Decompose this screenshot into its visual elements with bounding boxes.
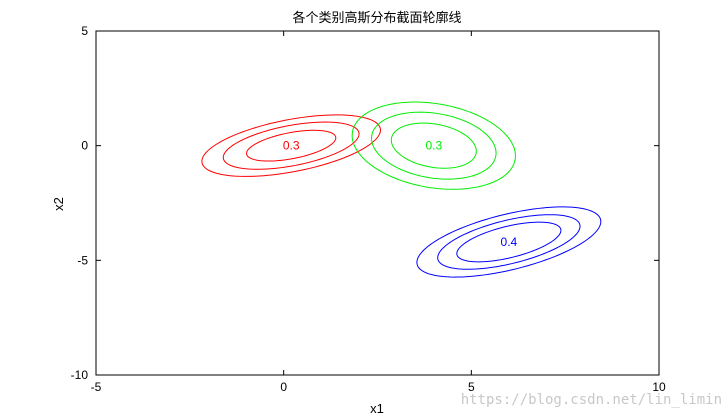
x-tick-label: 0	[280, 380, 287, 394]
contour-line	[222, 121, 360, 170]
peak-label: 0.3	[425, 139, 442, 153]
plot-frame	[95, 30, 660, 376]
watermark: https://blog.csdn.net/lin_limin	[461, 392, 722, 408]
contour-line	[246, 129, 337, 162]
contour-line	[456, 221, 562, 263]
contour-line	[201, 114, 381, 177]
peak-labels: 0.3 0.3 0.4	[283, 139, 518, 249]
x-tick-label: 10	[652, 380, 666, 394]
chart-title: 各个类别高斯分布截面轮廓线	[292, 10, 461, 26]
contour-lines	[201, 101, 602, 278]
y-tick-label: 0	[81, 139, 88, 153]
contour-line	[371, 111, 497, 180]
y-tick-label: -10	[71, 368, 89, 382]
y-tick-label: -5	[77, 253, 88, 267]
x-tick-label: 5	[468, 380, 475, 394]
contour-line	[437, 214, 581, 270]
contour-line	[416, 206, 602, 278]
y-tick-label: 5	[81, 24, 88, 38]
y-axis-label: x2	[51, 197, 66, 211]
peak-label: 0.3	[283, 139, 300, 153]
contour-line	[390, 122, 477, 169]
peak-label: 0.4	[501, 235, 518, 249]
contour-line	[351, 101, 516, 190]
axis-ticks: -5 0 5 10-10-505	[71, 24, 666, 394]
x-tick-label: -5	[91, 380, 102, 394]
x-axis-label: x1	[370, 401, 384, 416]
